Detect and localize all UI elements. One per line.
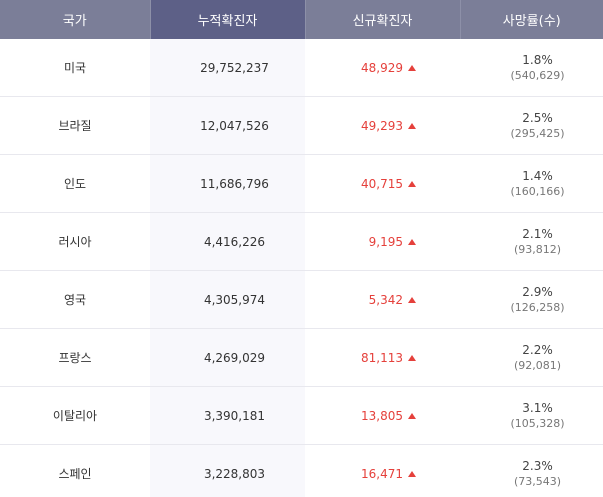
new-cases-cell: 40,715 [305,154,460,213]
table-row: 미국 29,752,237 48,929 1.8% (540,629) [0,39,603,97]
death-rate-cell: 1.4% (160,166) [460,154,603,213]
new-cases-cell: 81,113 [305,328,460,387]
cumulative-cell: 3,228,803 [150,444,305,497]
country-cell: 스페인 [0,445,150,497]
increase-arrow-icon [408,180,416,187]
new-cases-value: 13,805 [361,408,403,423]
table-row: 프랑스 4,269,029 81,113 2.2% (92,081) [0,328,603,387]
increase-arrow-icon [408,354,416,361]
increase-arrow-icon [408,412,416,419]
increase-arrow-icon [408,64,416,71]
header-cumulative[interactable]: 누적확진자 [149,0,305,39]
new-cases-cell: 5,342 [305,270,460,329]
table-row: 인도 11,686,796 40,715 1.4% (160,166) [0,154,603,213]
country-cell: 브라질 [0,96,150,155]
cumulative-value: 29,752,237 [200,60,269,75]
death-rate-cell: 2.9% (126,258) [460,270,603,329]
header-country[interactable]: 국가 [0,0,150,39]
cumulative-value: 11,686,796 [200,176,269,191]
cumulative-cell: 3,390,181 [150,386,305,445]
cumulative-value: 4,416,226 [203,234,266,249]
country-cell: 러시아 [0,212,150,271]
new-cases-value: 81,113 [361,350,403,365]
cumulative-cell: 4,269,029 [150,328,305,387]
death-count-value: (93,812) [513,242,562,256]
death-count-value: (92,081) [513,358,562,372]
death-count-value: (126,258) [510,300,565,314]
new-cases-cell: 49,293 [305,96,460,155]
death-rate-value: 2.3% [522,458,553,473]
table-row: 영국 4,305,974 5,342 2.9% (126,258) [0,270,603,329]
table-row: 이탈리아 3,390,181 13,805 3.1% (105,328) [0,386,603,445]
cumulative-cell: 12,047,526 [150,96,305,155]
new-cases-value: 48,929 [361,60,403,75]
death-rate-cell: 2.5% (295,425) [460,96,603,155]
new-cases-cell: 13,805 [305,386,460,445]
header-row: 국가 누적확진자 신규확진자 사망률(수) [0,0,603,39]
death-rate-value: 2.2% [522,342,553,357]
new-cases-cell: 48,929 [305,39,460,97]
cumulative-cell: 29,752,237 [150,39,305,97]
new-cases-value: 40,715 [361,176,403,191]
country-name: 브라질 [58,119,92,133]
new-cases-value: 49,293 [361,118,403,133]
header-new-cases[interactable]: 신규확진자 [304,0,460,39]
country-name: 프랑스 [58,351,92,365]
table-header: 국가 누적확진자 신규확진자 사망률(수) [0,0,603,39]
table-row: 스페인 3,228,803 16,471 2.3% (73,543) [0,444,603,497]
cumulative-value: 3,390,181 [203,408,266,423]
cumulative-cell: 4,416,226 [150,212,305,271]
increase-arrow-icon [408,122,416,129]
country-name: 이탈리아 [52,409,98,423]
country-cell: 인도 [0,154,150,213]
death-rate-value: 2.1% [522,226,553,241]
table-row: 브라질 12,047,526 49,293 2.5% (295,425) [0,96,603,155]
new-cases-cell: 16,471 [305,445,460,497]
new-cases-value: 5,342 [368,292,403,307]
country-cell: 프랑스 [0,328,150,387]
death-count-value: (540,629) [510,68,565,82]
new-cases-value: 16,471 [361,466,403,481]
death-rate-value: 2.9% [522,284,553,299]
death-rate-cell: 2.1% (93,812) [460,212,603,271]
death-rate-value: 2.5% [522,110,553,125]
new-cases-cell: 9,195 [305,212,460,271]
new-cases-value: 9,195 [368,234,403,249]
table-row: 러시아 4,416,226 9,195 2.1% (93,812) [0,212,603,271]
cumulative-value: 4,305,974 [203,292,266,307]
table-body: 미국 29,752,237 48,929 1.8% (540,629) 브라질 12,047… [0,39,603,497]
country-cell: 영국 [0,270,150,329]
country-name: 인도 [63,177,87,191]
death-rate-cell: 2.2% (92,081) [460,328,603,387]
country-name: 영국 [63,293,87,307]
header-death-rate[interactable]: 사망률(수) [459,0,603,39]
cumulative-value: 12,047,526 [200,118,269,133]
increase-arrow-icon [408,238,416,245]
death-count-value: (105,328) [510,416,565,430]
death-rate-cell: 2.3% (73,543) [460,445,603,497]
increase-arrow-icon [408,296,416,303]
death-count-value: (73,543) [513,474,562,488]
cumulative-cell: 4,305,974 [150,270,305,329]
country-name: 미국 [63,61,87,75]
cumulative-value: 4,269,029 [203,350,266,365]
cumulative-value: 3,228,803 [203,466,266,481]
country-cell: 미국 [0,39,150,97]
country-cell: 이탈리아 [0,386,150,445]
increase-arrow-icon [408,470,416,477]
country-name: 러시아 [58,235,92,249]
cumulative-cell: 11,686,796 [150,154,305,213]
death-rate-cell: 1.8% (540,629) [460,39,603,97]
death-count-value: (160,166) [510,184,565,198]
country-name: 스페인 [58,467,92,481]
death-rate-value: 1.4% [522,168,553,183]
death-count-value: (295,425) [510,126,565,140]
death-rate-value: 1.8% [522,52,553,67]
death-rate-cell: 3.1% (105,328) [460,386,603,445]
death-rate-value: 3.1% [522,400,553,415]
